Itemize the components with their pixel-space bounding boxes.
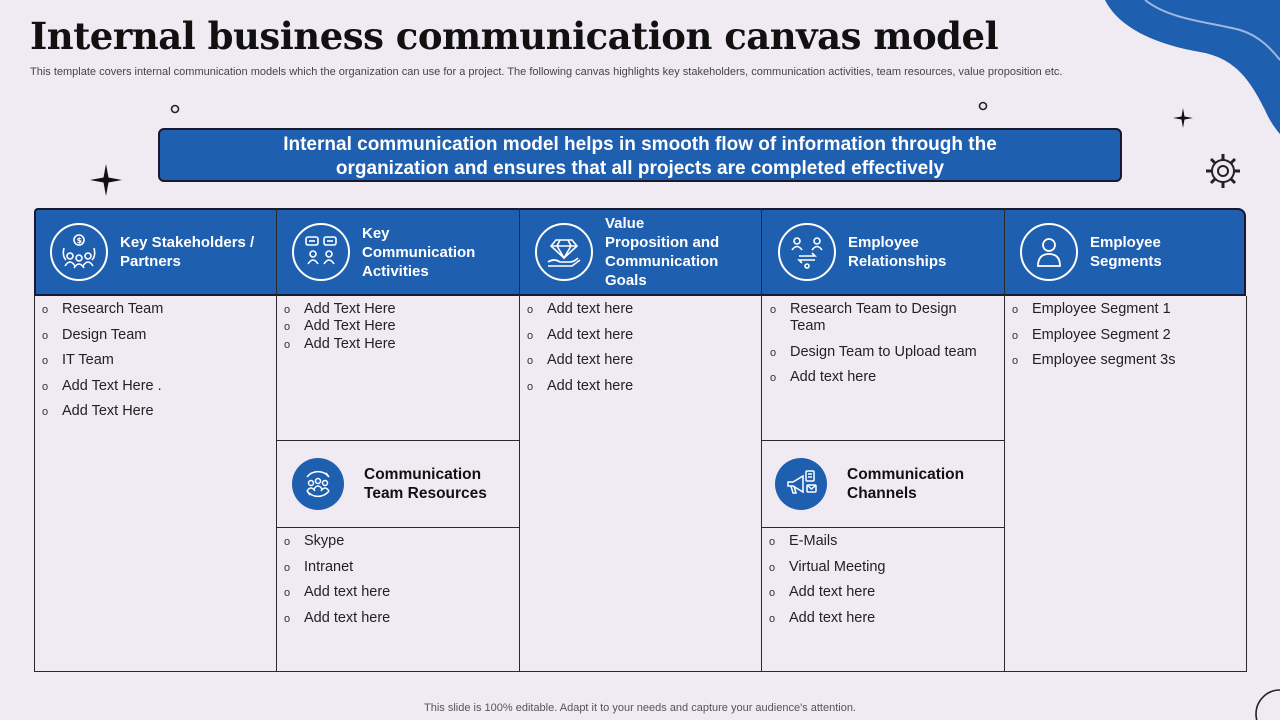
person-icon [1020, 223, 1078, 281]
list-item: Intranet [276, 559, 519, 577]
column-title-line: Relationships [848, 253, 947, 270]
list-item: Virtual Meeting [761, 559, 1004, 577]
column-header-activities: Key Communication Activities [276, 208, 519, 296]
column-title-line: Goals [605, 272, 647, 289]
value-proposition-list: Add text here Add text here Add text her… [519, 301, 761, 403]
list-item: Add Text Here [276, 318, 519, 336]
list-item: Employee Segment 1 [1004, 301, 1246, 319]
list-item: Add Text Here [276, 301, 519, 319]
page-subtitle: This template covers internal communicat… [30, 66, 1063, 78]
list-item: Add text here [276, 610, 519, 628]
gear-icon [1206, 154, 1240, 188]
column-title-line: Proposition and [605, 234, 720, 251]
list-item: Employee segment 3s [1004, 352, 1246, 370]
column-title-line: Segments [1090, 253, 1162, 270]
subheader-title-line: Communication [847, 466, 965, 483]
subheader-title-line: Communication [364, 466, 482, 483]
canvas-model: $ Key Stakeholders / Partners Key Commun… [34, 208, 1247, 672]
communication-activities-icon [292, 223, 350, 281]
list-item: Employee Segment 2 [1004, 327, 1246, 345]
svg-text:$: $ [77, 236, 83, 245]
activities-list: Add Text Here Add Text Here Add Text Her… [276, 301, 519, 354]
column-divider [519, 208, 520, 672]
list-item: Add Text Here . [34, 378, 276, 396]
list-item: Research Team to Design [762, 301, 1004, 319]
column-divider [1004, 208, 1005, 672]
list-item-continuation: Team [790, 318, 826, 334]
column-title-line: Employee [1090, 234, 1161, 251]
column-header-value-proposition: Value Proposition and Communication Goal… [519, 208, 762, 296]
ring-decoration [170, 104, 180, 114]
list-item: E-Mails [761, 533, 1004, 551]
summary-banner: Internal communication model helps in sm… [158, 128, 1122, 182]
row-divider [276, 440, 519, 441]
column-title-line: Communication [362, 243, 476, 261]
list-item: Add Text Here [34, 403, 276, 421]
row-divider [761, 527, 1004, 528]
column-title-line: Partners [120, 253, 181, 270]
footer-note: This slide is 100% editable. Adapt it to… [424, 702, 856, 714]
team-cycle-icon [292, 458, 344, 510]
team-resources-list: Skype Intranet Add text here Add text he… [276, 533, 519, 635]
column-header-segments: Employee Segments [1004, 208, 1246, 296]
banner-line-1: Internal communication model helps in sm… [283, 134, 997, 155]
column-title-line: Activities [362, 262, 429, 280]
list-item: Design Team to Upload team [762, 344, 1004, 362]
list-item: Add text here [761, 610, 1004, 628]
team-resources-header: Communication Team Resources [292, 458, 487, 510]
subheader-title-line: Team Resources [364, 485, 487, 502]
stakeholders-list: Research Team Design Team IT Team Add Te… [34, 301, 276, 429]
column-header-relationships: Employee Relationships [762, 208, 1004, 296]
list-item: Add text here [762, 369, 1004, 387]
list-item: Add text here [276, 584, 519, 602]
channels-list: E-Mails Virtual Meeting Add text here Ad… [761, 533, 1004, 635]
list-item: Add text here [519, 301, 761, 319]
row-divider [761, 440, 1004, 441]
relationships-list: Research Team to Design Team Design Team… [762, 301, 1004, 387]
page-title: Internal business communication canvas m… [30, 14, 999, 58]
employee-relationships-icon [778, 223, 836, 281]
list-item: Add text here [519, 352, 761, 370]
sparkle-icon [90, 164, 122, 196]
channels-header: Communication Channels [775, 458, 964, 510]
canvas-body [34, 296, 1247, 672]
megaphone-icon [775, 458, 827, 510]
column-title-line: Key [362, 224, 390, 242]
list-item: Design Team [34, 327, 276, 345]
list-item: Skype [276, 533, 519, 551]
diamond-hand-icon [535, 223, 593, 281]
list-item: Add text here [761, 584, 1004, 602]
list-item: Add Text Here [276, 336, 519, 354]
column-header-stakeholders: $ Key Stakeholders / Partners [34, 208, 276, 296]
row-divider [276, 527, 519, 528]
column-title-line: Value [605, 215, 645, 232]
stakeholders-icon: $ [50, 223, 108, 281]
list-item: Add text here [519, 378, 761, 396]
corner-blob-decoration [1105, 0, 1280, 134]
list-item: IT Team [34, 352, 276, 370]
subheader-title-line: Channels [847, 485, 917, 502]
ring-decoration [978, 101, 988, 111]
column-title-line: Employee [848, 234, 919, 251]
segments-list: Employee Segment 1 Employee Segment 2 Em… [1004, 301, 1246, 378]
list-item: Add text here [519, 327, 761, 345]
ring-decoration [1255, 689, 1280, 720]
column-title-line: Key Stakeholders / [120, 234, 255, 251]
column-title-line: Communication [605, 253, 719, 270]
sparkle-icon [1173, 108, 1193, 128]
list-item: Research Team [34, 301, 276, 319]
banner-line-2: organization and ensures that all projec… [335, 158, 945, 179]
